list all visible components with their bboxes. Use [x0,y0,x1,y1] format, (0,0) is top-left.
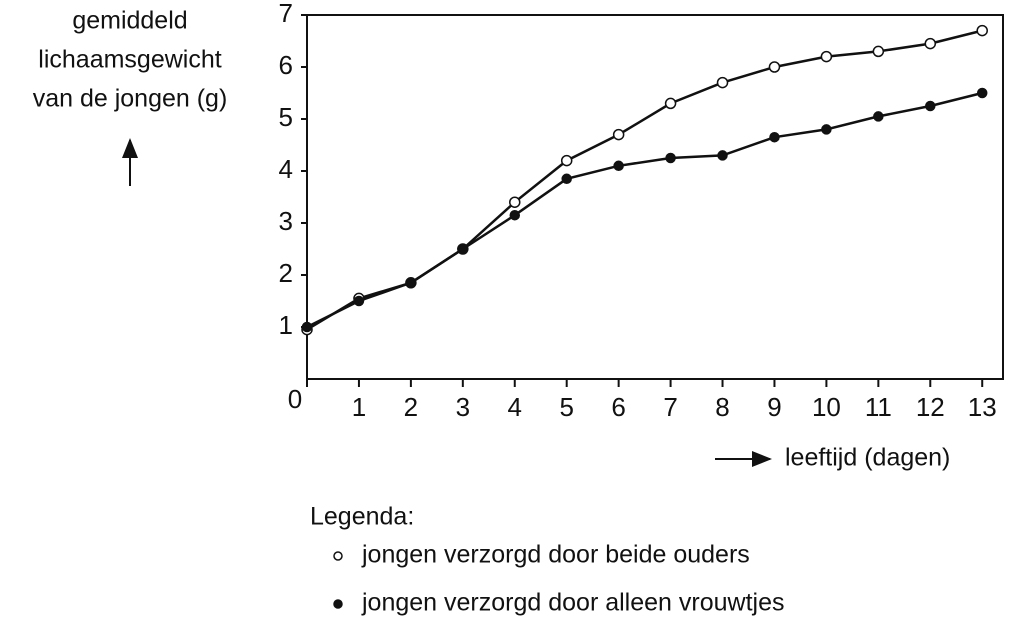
x-tick-label: 13 [968,392,997,422]
data-point [405,277,417,289]
y-tick-label: 2 [279,258,293,288]
data-point [924,37,937,50]
data-point [613,160,624,172]
data-point [664,97,677,110]
data-point [717,150,728,161]
legend-marker [333,599,343,609]
y-tick-label: 6 [279,50,293,80]
data-point [457,243,469,255]
x-tick-label: 2 [404,392,418,422]
legend-label: jongen verzorgd door alleen vrouwtjes [361,589,784,617]
data-point [873,111,884,122]
x-tick-label: 5 [559,392,573,422]
data-point [560,154,573,167]
plot-frame [306,14,1004,380]
data-point [976,24,988,37]
x-axis-label: leeftijd (dagen) [785,444,950,472]
data-point [820,50,833,63]
data-point [768,61,781,73]
data-point [665,152,676,164]
data-point [301,321,313,333]
data-point [925,100,936,112]
y-tick-label: 7 [279,0,293,28]
x-tick-label: 12 [916,392,945,422]
x-tick-label: 6 [611,392,625,422]
y-axis-label: lichaamsgewicht [38,46,221,74]
legend-marker [333,551,343,561]
data-point [769,131,780,143]
data-point [612,128,625,141]
x-tick-label: 0 [288,384,302,414]
x-tick-label: 10 [812,392,841,422]
data-point [976,87,988,99]
y-axis-label: van de jongen (g) [33,85,228,113]
x-tick-label: 4 [508,392,522,422]
legend-label: jongen verzorgd door beide ouders [361,541,750,569]
y-axis-label: gemiddeld [72,7,187,35]
data-point [353,295,365,307]
data-point [716,76,729,89]
x-tick-label: 11 [865,392,892,422]
y-tick-label: 1 [279,310,293,340]
y-tick-label: 4 [279,154,293,184]
y-tick-label: 5 [279,102,293,132]
x-tick-label: 1 [352,392,366,422]
x-tick-label: 9 [767,392,781,422]
data-point [872,45,885,58]
data-point [561,173,572,185]
data-point [509,196,521,208]
x-tick-label: 3 [456,392,470,422]
y-tick-label: 3 [279,206,293,236]
data-point [509,209,521,221]
legend-title: Legenda: [310,503,414,531]
x-tick-label: 8 [715,392,729,422]
series-line [306,91,983,329]
x-tick-label: 7 [663,392,677,422]
data-point [821,124,832,135]
